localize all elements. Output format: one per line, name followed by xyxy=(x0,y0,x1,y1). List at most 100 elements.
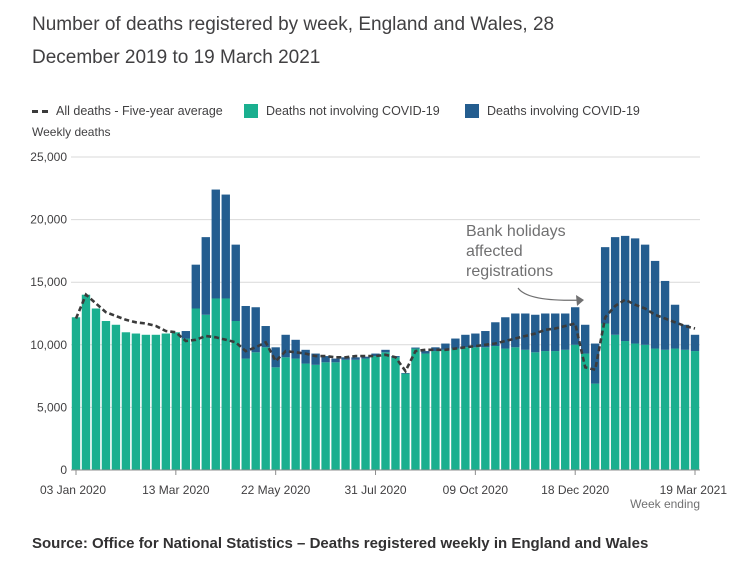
y-tick-label: 20,000 xyxy=(30,213,67,227)
bar-covid xyxy=(301,349,310,364)
bar-covid xyxy=(311,353,320,365)
bar-non-covid xyxy=(461,347,470,470)
bar-non-covid xyxy=(411,348,420,470)
bar-covid xyxy=(231,244,240,322)
bar-non-covid xyxy=(121,332,131,470)
x-tick-label: 18 Dec 2020 xyxy=(541,483,609,497)
bar-non-covid xyxy=(311,364,320,470)
annotation-line-3: registrations xyxy=(466,263,553,280)
bar-covid xyxy=(561,313,570,350)
bar-non-covid xyxy=(590,383,600,470)
bar-non-covid xyxy=(141,334,151,470)
y-tick-label: 5,000 xyxy=(37,400,67,414)
bar-covid xyxy=(241,305,250,359)
bar-covid xyxy=(640,244,650,345)
bar-covid xyxy=(491,322,500,347)
legend-item-covid: Deaths involving COVID-19 xyxy=(465,104,640,118)
bar-covid xyxy=(501,317,510,349)
bar-non-covid xyxy=(620,341,630,470)
bar-non-covid xyxy=(431,351,440,470)
bar-covid xyxy=(271,347,280,368)
bar-non-covid xyxy=(690,351,700,470)
bar-covid xyxy=(411,347,420,349)
bar-covid xyxy=(381,349,390,353)
bar-non-covid xyxy=(600,323,610,470)
bar-non-covid xyxy=(281,357,290,470)
bar-covid xyxy=(441,343,450,350)
chart-plot: 0 5,000 10,000 15,000 20,000 25,000 03 Jan 20… xyxy=(30,150,727,511)
legend-label-non-covid: Deaths not involving COVID-19 xyxy=(266,104,440,118)
bar-non-covid xyxy=(551,351,560,470)
y-tick-label: 0 xyxy=(60,463,67,477)
x-tick-label: 19 Mar 2021 xyxy=(660,483,728,497)
bar-covid xyxy=(551,313,560,352)
bar-covid xyxy=(471,333,480,348)
x-tick-label: 13 Mar 2020 xyxy=(142,483,210,497)
bar-non-covid xyxy=(221,298,230,470)
bar-non-covid xyxy=(151,334,161,470)
bar-non-covid xyxy=(261,347,270,470)
bar-covid xyxy=(670,304,680,349)
bar-non-covid xyxy=(171,332,181,470)
bar-covid xyxy=(251,307,260,353)
annotation-line-1: Bank holidays xyxy=(466,223,566,240)
bar-covid xyxy=(650,260,660,349)
bar-covid xyxy=(211,189,220,299)
y-tick-label: 15,000 xyxy=(30,275,67,289)
bar-covid xyxy=(610,237,620,335)
annotation-arrowhead xyxy=(576,295,584,306)
bar-covid xyxy=(690,334,700,352)
bar-non-covid xyxy=(341,359,350,470)
bar-non-covid xyxy=(541,351,550,470)
bar-non-covid xyxy=(650,348,660,470)
bar-covid xyxy=(221,194,230,299)
bar-covid xyxy=(201,237,210,315)
legend-swatch-non-covid xyxy=(244,104,258,118)
bar-non-covid xyxy=(211,298,220,470)
bar-non-covid xyxy=(241,358,250,470)
bar-non-covid xyxy=(321,362,330,470)
bar-non-covid xyxy=(231,321,240,470)
annotation-arrow xyxy=(517,287,583,301)
bar-non-covid xyxy=(81,294,91,470)
bar-covid xyxy=(351,357,360,360)
legend-label-covid: Deaths involving COVID-19 xyxy=(487,104,640,118)
bar-non-covid xyxy=(361,358,370,470)
bar-covid xyxy=(620,235,630,342)
legend-swatch-average xyxy=(32,109,48,113)
bar-non-covid xyxy=(131,333,141,470)
bar-covid xyxy=(331,358,340,363)
chart-title: Number of deaths registered by week, Eng… xyxy=(32,14,555,68)
bar-covid xyxy=(541,313,550,352)
bar-covid xyxy=(361,356,370,359)
source-note: Source: Office for National Statistics –… xyxy=(32,535,649,552)
bar-non-covid xyxy=(531,352,540,470)
bar-non-covid xyxy=(471,347,480,470)
bar-non-covid xyxy=(161,333,171,470)
bar-non-covid xyxy=(111,324,121,470)
bar-covid xyxy=(261,326,270,348)
average-line-path xyxy=(74,292,696,374)
bar-non-covid xyxy=(371,356,380,470)
bar-non-covid xyxy=(301,363,310,470)
legend-swatch-covid xyxy=(465,104,479,118)
bar-covid xyxy=(580,324,590,354)
bar-non-covid xyxy=(291,358,300,470)
x-tick-label: 31 Jul 2020 xyxy=(344,483,406,497)
bar-non-covid xyxy=(441,349,450,470)
x-axis-ticks: 03 Jan 2020 13 Mar 2020 22 May 2020 31 Jul … xyxy=(40,470,727,497)
bar-covid xyxy=(660,280,670,350)
annotation: Bank holidays affected registrations xyxy=(466,223,584,306)
bars xyxy=(71,189,700,470)
bar-non-covid xyxy=(351,359,360,470)
bar-covid xyxy=(461,334,470,348)
bar-non-covid xyxy=(451,348,460,470)
bar-covid xyxy=(600,247,610,324)
bar-covid xyxy=(181,331,191,339)
y-axis-ticks: 0 5,000 10,000 15,000 20,000 25,000 xyxy=(30,150,67,477)
bar-non-covid xyxy=(391,357,400,470)
bar-non-covid xyxy=(580,353,590,470)
annotation-line-2: affected xyxy=(466,243,523,260)
legend-item-non-covid: Deaths not involving COVID-19 xyxy=(244,104,440,118)
bar-covid xyxy=(401,372,410,374)
